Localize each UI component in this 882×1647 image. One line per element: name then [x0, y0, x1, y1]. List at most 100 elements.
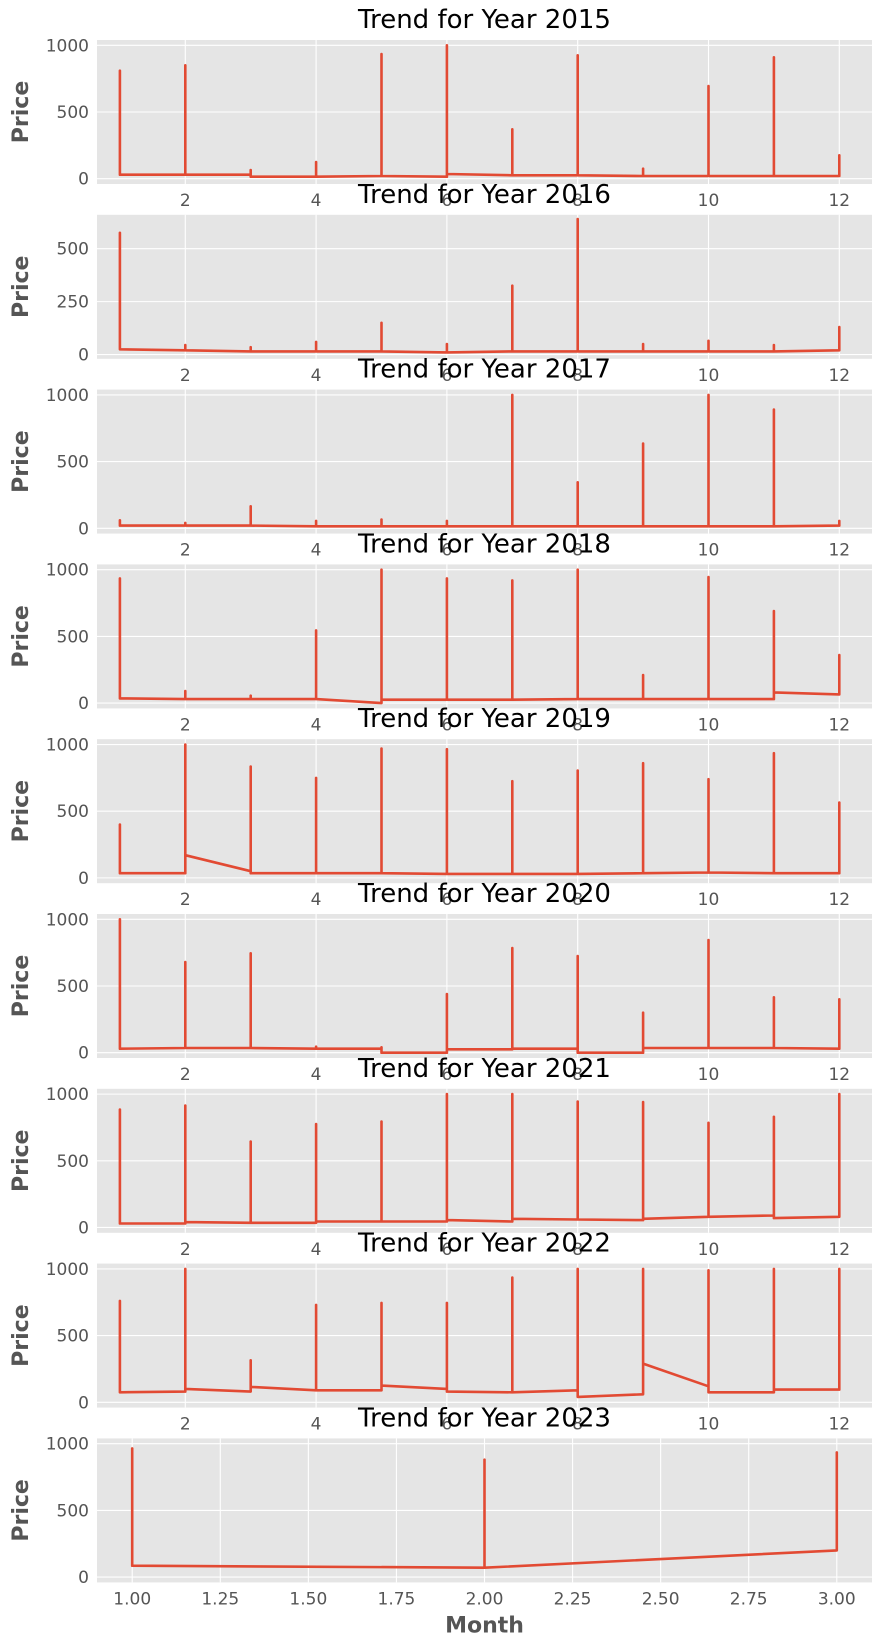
chart-title: Trend for Year 2019 [357, 704, 611, 734]
y-axis-label: Price [9, 256, 34, 318]
y-tick-label: 1000 [46, 1260, 89, 1280]
x-tick-label: 10 [698, 715, 720, 735]
x-tick-label: 12 [828, 1065, 850, 1085]
chart-title: Trend for Year 2016 [357, 180, 611, 210]
x-tick-label: 2.25 [554, 1589, 592, 1609]
y-tick-label: 0 [78, 346, 89, 366]
y-tick-label: 500 [57, 627, 89, 647]
x-tick-label: 6 [441, 1065, 452, 1085]
x-tick-label: 4 [311, 1415, 322, 1435]
x-tick-label: 12 [828, 541, 850, 561]
x-tick-label: 2.00 [466, 1589, 504, 1609]
y-tick-label: 1000 [46, 36, 89, 56]
y-tick-label: 500 [57, 802, 89, 822]
x-tick-label: 12 [828, 715, 850, 735]
x-tick-label: 8 [572, 890, 583, 910]
x-tick-label: 6 [441, 1240, 452, 1260]
chart-title: Trend for Year 2018 [357, 529, 611, 559]
x-tick-label: 6 [441, 715, 452, 735]
y-axis-label: Price [9, 1130, 34, 1192]
x-tick-label: 6 [441, 191, 452, 211]
y-axis-label: Price [9, 1479, 34, 1541]
y-tick-label: 500 [57, 1501, 89, 1521]
y-tick-label: 1000 [46, 736, 89, 756]
x-tick-label: 10 [698, 1240, 720, 1260]
y-tick-label: 500 [57, 240, 89, 260]
chart-title: Trend for Year 2015 [357, 5, 611, 35]
y-axis-label: Price [9, 430, 34, 492]
x-tick-label: 10 [698, 1415, 720, 1435]
y-tick-label: 0 [78, 869, 89, 889]
y-axis-label: Price [9, 955, 34, 1017]
x-tick-label: 2.75 [730, 1589, 768, 1609]
chart-title: Trend for Year 2022 [357, 1229, 611, 1259]
x-tick-label: 4 [311, 366, 322, 386]
y-tick-label: 500 [57, 1327, 89, 1347]
x-tick-label: 2 [180, 366, 191, 386]
series-line [118, 568, 841, 705]
y-axis-label: Price [9, 780, 34, 842]
x-tick-label: 2 [180, 1415, 191, 1435]
y-tick-label: 0 [78, 519, 89, 539]
y-tick-label: 0 [78, 694, 89, 714]
x-tick-label: 6 [441, 366, 452, 386]
x-tick-label: 8 [572, 1415, 583, 1435]
x-axis-label: Month [445, 1613, 524, 1638]
series-line [118, 1267, 841, 1399]
x-tick-label: 2 [180, 541, 191, 561]
x-tick-label: 4 [311, 191, 322, 211]
subplot-3: 0 500 1000 2 4 6 8 10 12 Price Trend for Year 2018 [9, 529, 872, 735]
y-tick-label: 0 [78, 1393, 89, 1413]
x-tick-label: 4 [311, 1240, 322, 1260]
x-tick-label: 1.50 [289, 1589, 327, 1609]
subplot-5: 0 500 1000 2 4 6 8 10 12 Price Trend for Year 2020 [9, 879, 872, 1085]
y-tick-label: 1000 [46, 1085, 89, 1105]
y-tick-label: 0 [78, 1044, 89, 1064]
x-tick-label: 12 [828, 1240, 850, 1260]
y-axis-label: Price [9, 605, 34, 667]
y-axis-label: Price [9, 1304, 34, 1366]
x-tick-label: 2.50 [642, 1589, 680, 1609]
x-tick-label: 2 [180, 715, 191, 735]
y-tick-label: 500 [57, 453, 89, 473]
y-tick-label: 1000 [46, 1435, 89, 1455]
x-tick-label: 2 [180, 1065, 191, 1085]
x-tick-label: 10 [698, 541, 720, 561]
chart-title: Trend for Year 2017 [357, 355, 611, 385]
x-tick-label: 10 [698, 1065, 720, 1085]
y-tick-label: 1000 [46, 386, 89, 406]
y-tick-label: 0 [78, 170, 89, 190]
x-tick-label: 1.00 [113, 1589, 151, 1609]
x-tick-label: 12 [828, 890, 850, 910]
subplot-7: 0 500 1000 2 4 6 8 10 12 Price Trend for Year 2022 [9, 1229, 872, 1435]
y-tick-label: 0 [78, 1218, 89, 1238]
x-tick-label: 8 [572, 715, 583, 735]
x-tick-label: 8 [572, 1240, 583, 1260]
x-tick-label: 6 [441, 541, 452, 561]
chart-title: Trend for Year 2021 [357, 1054, 611, 1084]
x-tick-label: 3.00 [818, 1589, 856, 1609]
plot-area [97, 214, 872, 359]
x-tick-label: 10 [698, 890, 720, 910]
x-tick-label: 2 [180, 191, 191, 211]
series-line [130, 1447, 839, 1569]
x-tick-label: 8 [572, 1065, 583, 1085]
y-tick-label: 250 [57, 293, 89, 313]
x-tick-label: 10 [698, 191, 720, 211]
x-tick-label: 12 [828, 191, 850, 211]
chart-title: Trend for Year 2020 [357, 879, 611, 909]
y-tick-label: 500 [57, 977, 89, 997]
series-line [118, 43, 841, 178]
x-tick-label: 4 [311, 1065, 322, 1085]
chart-title: Trend for Year 2023 [357, 1403, 611, 1433]
y-tick-label: 1000 [46, 561, 89, 581]
y-tick-label: 500 [57, 1152, 89, 1172]
y-tick-label: 0 [78, 1568, 89, 1588]
subplot-6: 0 500 1000 2 4 6 8 10 12 Price Trend for Year 2021 [9, 1054, 872, 1260]
x-tick-label: 4 [311, 890, 322, 910]
x-tick-label: 2 [180, 890, 191, 910]
x-tick-label: 6 [441, 1415, 452, 1435]
y-axis-label: Price [9, 81, 34, 143]
series-line [118, 743, 841, 876]
